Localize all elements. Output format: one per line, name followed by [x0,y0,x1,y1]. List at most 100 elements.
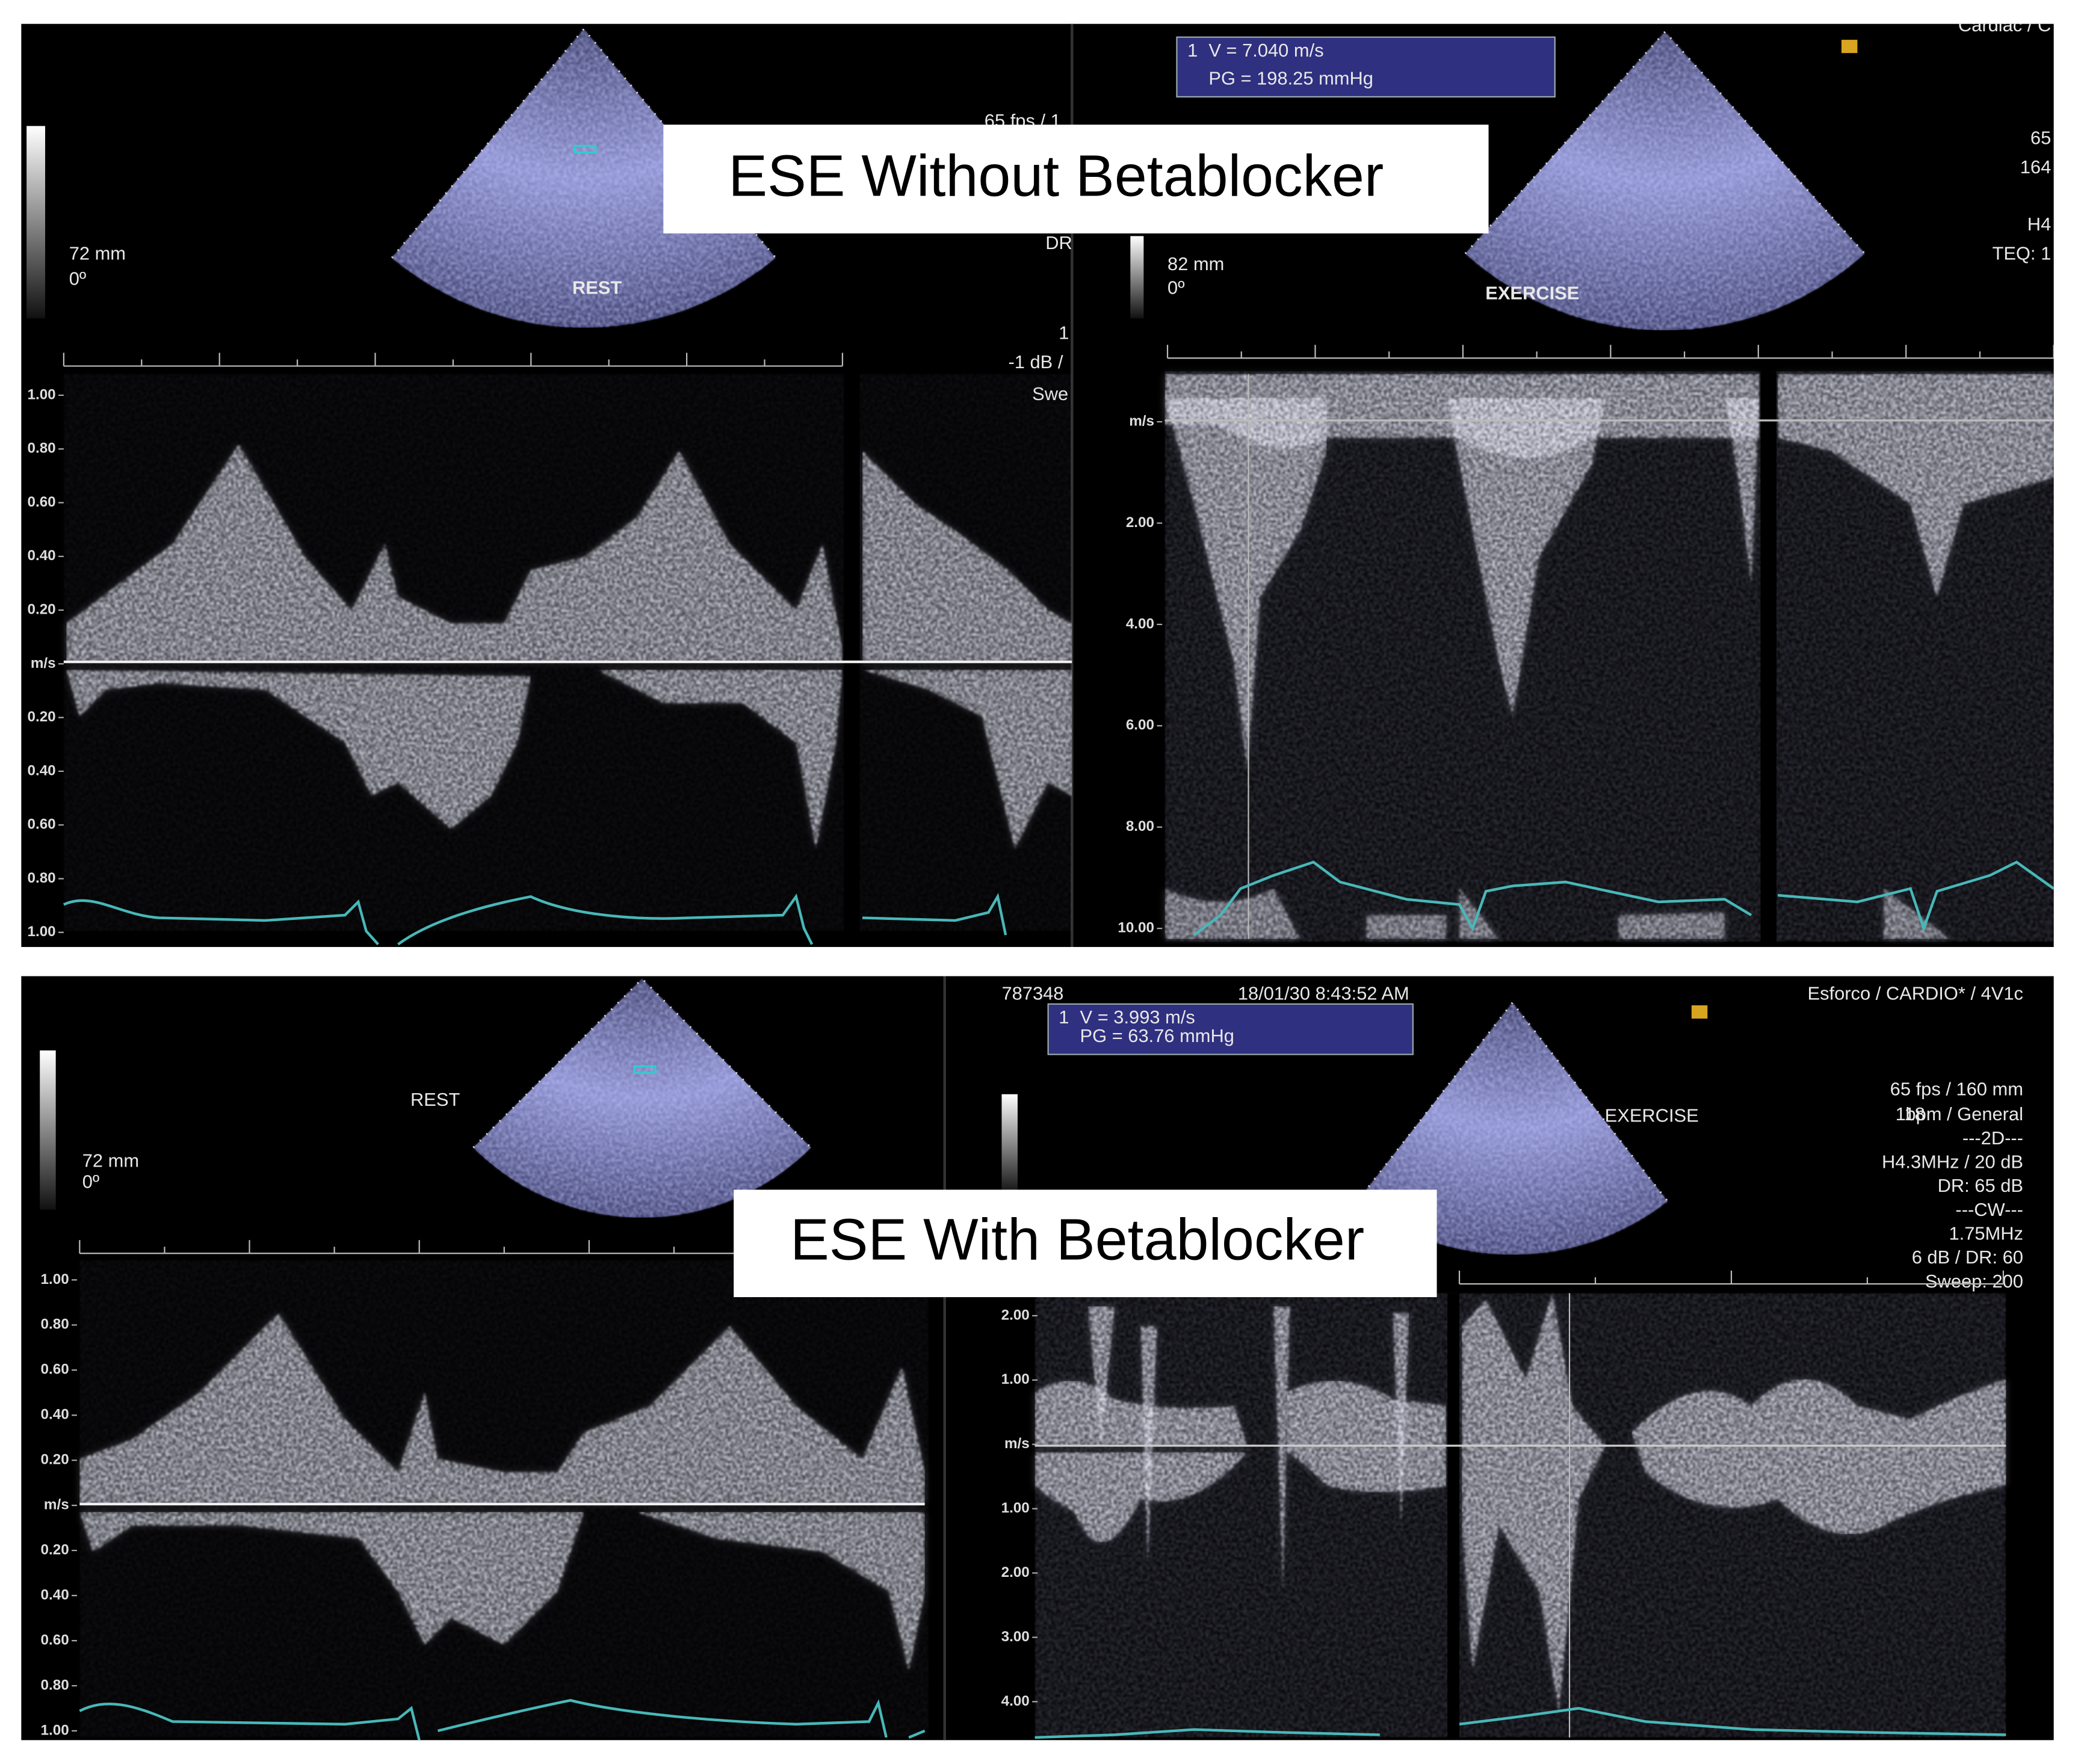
doppler-signal [1164,398,1327,769]
doppler-signal [79,1313,925,1504]
gray-scale-bar [1001,1094,1018,1194]
doppler-signal [1034,1381,1248,1446]
label: 1 [1059,1007,1069,1028]
label: 0.40 [27,762,55,779]
label: 72 mm [82,1150,139,1171]
sweep-gap [1760,371,1777,945]
cw-cursor-box [1841,40,1858,54]
label: Esforco / CARDIO* / 4V1c [1808,983,2023,1004]
label: 0º [1167,277,1184,298]
doppler-signal [1164,889,1950,939]
doppler-signal [79,1512,584,1645]
label: PG = 198.25 mmHg [1208,67,1373,88]
doppler-signal [1446,398,1606,717]
label: 8.00 [1126,818,1154,834]
sector-edge [391,27,777,259]
label: 0.80 [27,440,55,457]
label: 0º [82,1171,99,1192]
label: 0.20 [27,709,55,725]
label: 4.00 [1126,615,1154,632]
doppler-signal [1034,1452,1248,1543]
bottom-exercise: EXERCISE 787348 18/01/30 8:43:52 AM Esforco… [1001,983,2023,1739]
label: REST [410,1089,460,1110]
label: 1 [1187,40,1198,61]
doppler-signal [1724,398,1760,584]
doppler-signal [862,670,1072,849]
label: 0.40 [41,1587,69,1603]
label: PG = 63.76 mmHg [1080,1025,1234,1046]
label: 0.40 [41,1407,69,1423]
label: m/s [1129,413,1154,429]
sector-edge [1356,1001,1669,1202]
doppler-signal [1631,1379,2006,1534]
label: H4 [2027,214,2051,235]
label: 6.00 [1126,717,1154,733]
label: REST [572,277,622,298]
label: 18/01/30 8:43:52 AM [1238,983,1409,1004]
label: 1.75MHz [1949,1223,2023,1244]
label: Cardiac / C [1958,14,2051,35]
label: H4.3MHz / 20 dB [1882,1152,2023,1173]
label: 82 mm [1167,253,1224,274]
title-box [663,125,1489,233]
label: V = 3.993 m/s [1080,1007,1195,1028]
label: 2.00 [1001,1564,1030,1581]
label: DR: 65 dB [1938,1175,2023,1196]
label: 787348 [1001,983,1063,1004]
label: 65 [2030,128,2051,149]
label: 3.00 [1001,1629,1030,1645]
doppler-signal [637,1512,925,1671]
label: 65 fps / 160 mm [1890,1078,2023,1099]
ecg-trace [79,1698,926,1741]
label: 1.00 [1001,1500,1030,1516]
label: m/s [31,655,56,671]
label: 164 [2020,156,2052,177]
label: 4.00 [1001,1693,1030,1709]
doppler-signal [597,670,843,849]
label: 1 [1059,322,1069,344]
label: 0.40 [27,547,55,564]
label: -1 dB / [1009,351,1063,372]
doppler-signal [862,451,1072,662]
doppler-signal [1287,1381,1446,1493]
gray-scale-bar [1130,236,1144,319]
sample-marker [633,1065,657,1075]
label: 0º [69,268,86,289]
gray-scale-bar [40,1050,56,1210]
label: 10.00 [1118,920,1154,936]
label: Sweep: 200 [1925,1271,2023,1292]
label: 0.20 [27,601,55,617]
echo-speckle [392,29,776,328]
doppler-signal [66,444,843,662]
label: 0.60 [41,1362,69,1378]
cw-cursor-box [1691,1005,1708,1019]
label: 1.00 [27,924,55,940]
ecg-trace [63,893,1007,946]
label: 6 dB / DR: 60 [1912,1247,2023,1268]
label: 0.60 [27,816,55,833]
measurement-box [1047,1003,1414,1055]
panel-title: ESE With Betablocker [790,1206,1364,1272]
title-box [734,1189,1437,1298]
label: ---2D--- [1962,1127,2023,1149]
label: m/s [1004,1436,1030,1452]
label: 0.80 [41,1316,69,1333]
label: 0.80 [41,1677,69,1693]
label: 2.00 [1126,514,1154,531]
label: 2.00 [1001,1307,1030,1323]
label: V = 7.040 m/s [1208,40,1323,61]
label: 0.20 [41,1541,69,1558]
label: 0.60 [41,1632,69,1648]
doppler-signal [1778,374,2054,597]
doppler-signal [66,670,531,829]
label: bpm / General [1905,1103,2023,1124]
label: ---CW--- [1955,1199,2023,1220]
label: 0.80 [27,870,55,886]
label: 72 mm [69,242,126,264]
sample-marker [573,144,597,154]
measurement-box [1176,36,1556,98]
